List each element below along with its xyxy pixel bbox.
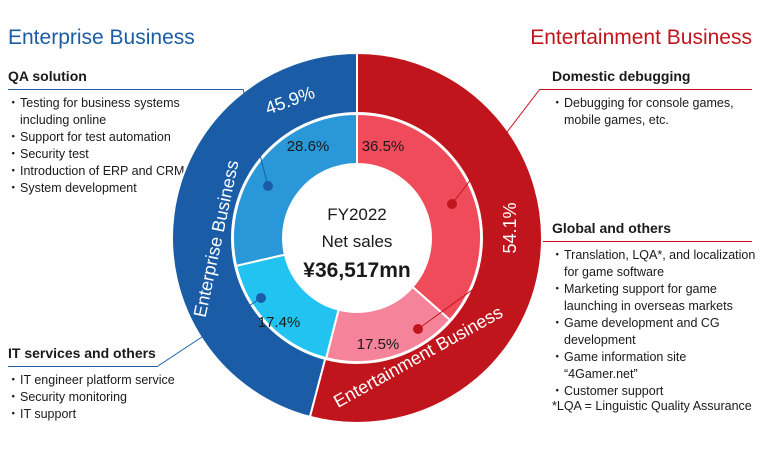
leader-line-domestic-debugging (451, 88, 541, 205)
leader-line-global-others (417, 240, 541, 330)
it-services-item: Security monitoring (7, 389, 208, 406)
inner-label-global-others: 17.5% (357, 336, 400, 353)
qa-solution-rule (8, 89, 243, 90)
enterprise-business-title: Enterprise Business (8, 26, 195, 49)
domestic-debugging-list: Debugging for console games,mobile games… (551, 95, 752, 129)
domestic-debugging-rule (540, 89, 752, 90)
center-subtitle: Net sales (322, 232, 393, 251)
center-total: ¥36,517mn (303, 259, 410, 282)
leader-dot-it-services (256, 293, 266, 303)
inner-label-qa-solution: 28.6% (287, 138, 330, 155)
leader-dot-domestic-debugging (447, 199, 457, 209)
qa-solution-title: QA solution (8, 68, 87, 84)
qa-solution-item: Introduction of ERP and CRM (7, 163, 208, 180)
global-others-item: Game information site “4Gamer.net” (551, 349, 757, 383)
leader-dot-qa-solution (263, 181, 273, 191)
it-services-title: IT services and others (8, 345, 156, 361)
footnote: *LQA = Linguistic Quality Assurance (552, 399, 752, 413)
outer-label-entertainment: 54.1% (500, 202, 520, 253)
center-year: FY2022 (327, 205, 387, 224)
it-services-item: IT engineer platform service (7, 372, 208, 389)
inner-slice-domestic-debugging (356, 112, 482, 322)
qa-solution-item: Support for test automation (7, 129, 208, 146)
qa-solution-item: Security test (7, 146, 208, 163)
it-services-rule (8, 366, 158, 367)
domestic-debugging-item: Debugging for console games,mobile games… (551, 95, 752, 129)
inner-label-domestic-debugging: 36.5% (362, 138, 405, 155)
leader-dot-global-others (413, 324, 423, 334)
it-services-item: IT support (7, 406, 208, 423)
inner-label-it-services: 17.4% (258, 314, 301, 331)
global-others-title: Global and others (552, 220, 672, 236)
global-others-item: Customer support (551, 383, 757, 400)
it-services-list: IT engineer platform serviceSecurity mon… (7, 372, 208, 423)
qa-solution-item: System development (7, 180, 208, 197)
entertainment-business-title: Entertainment Business (530, 26, 752, 49)
leader-line-it-services (157, 297, 262, 367)
global-others-rule (540, 241, 752, 242)
leader-line-qa-solution (242, 88, 269, 187)
domestic-debugging-title: Domestic debugging (552, 68, 691, 84)
inner-slice-qa-solution (232, 112, 358, 268)
